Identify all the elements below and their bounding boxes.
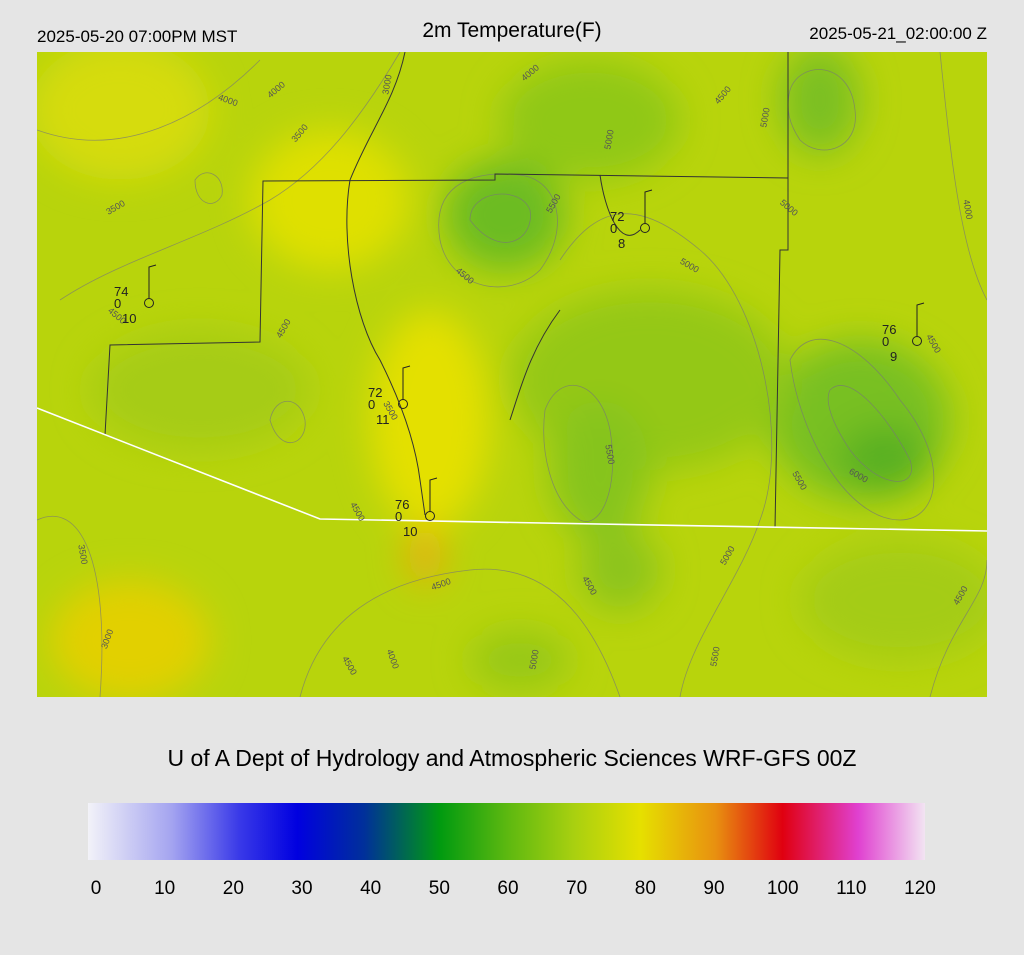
colorbar-tick-label: 90 [703,878,724,899]
credit: U of A Dept of Hydrology and Atmospheric… [167,745,856,771]
contours [37,52,987,697]
valid-time-utc: 2025-05-21_02:00:00 Z [809,24,987,43]
colorbar-tick-label: 40 [360,878,381,899]
station-right: 10 [122,311,136,326]
station-right: 10 [403,524,417,539]
colorbar-tick-label: 100 [767,878,799,899]
station-right: 9 [890,349,897,364]
contour-label: 5500 [603,444,616,465]
colorbar-tick-label: 120 [904,878,936,899]
station-temp: 76 [882,322,896,337]
contour-label: 5500 [708,646,721,667]
colorbar [88,803,925,860]
map-title: 2m Temperature(F) [422,19,601,42]
valid-time-local: 2025-05-20 07:00PM MST [37,27,237,46]
station-temp: 72 [610,209,624,224]
colorbar-tick-label: 10 [154,878,175,899]
station-left: 0 [114,296,121,311]
station-left: 0 [368,397,375,412]
boundaries [104,52,789,529]
station-left: 0 [882,334,889,349]
border-line [37,407,987,532]
station-temp: 76 [395,497,409,512]
station-left: 0 [610,221,617,236]
temperature-field [37,52,987,697]
station-left: 0 [395,509,402,524]
colorbar-tick-label: 60 [497,878,518,899]
colorbar-tick-label: 80 [635,878,656,899]
colorbar-tick-label: 50 [429,878,450,899]
contour-label: 5000 [758,107,771,128]
station-right: 11 [376,412,390,427]
contour-label: 4000 [961,199,974,220]
contour-label: 3500 [76,544,89,565]
station-temp: 72 [368,385,382,400]
colorbar-tick-label: 20 [223,878,244,899]
colorbar-tick-label: 110 [836,878,866,899]
colorbar-tick-label: 30 [291,878,312,899]
colorbar-tick-label: 0 [91,878,102,899]
wind-barb [644,189,653,224]
colorbar-tick-label: 70 [566,878,587,899]
contour-label: 5000 [527,649,540,670]
wind-barb [402,365,411,400]
wind-barb [148,264,157,299]
wind-barb [429,477,438,512]
wind-barb [916,302,925,337]
station-temp: 74 [114,284,128,299]
contour-label: 5000 [602,129,615,150]
station-right: 8 [618,236,625,251]
contour-label: 3000 [380,74,393,95]
colorbar-ticks: 0 10 20 30 40 50 60 70 80 90 100 110 120 [91,878,936,899]
